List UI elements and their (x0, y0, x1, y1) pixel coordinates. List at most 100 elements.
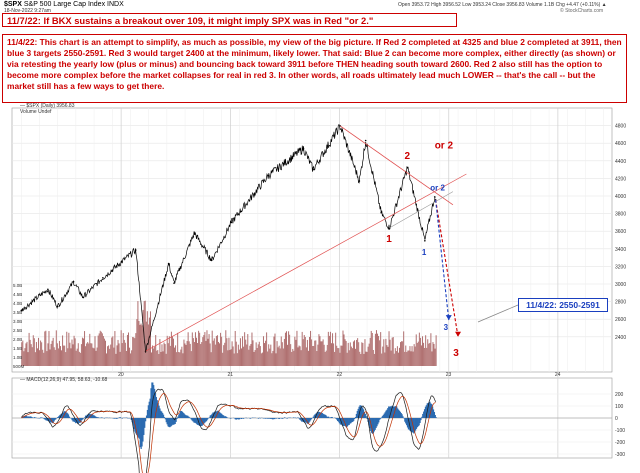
macd-histogram-bar (65, 411, 67, 418)
volume-bar (180, 349, 182, 366)
macd-histogram-bar (358, 406, 360, 418)
macd-histogram-bar (352, 418, 354, 422)
macd-histogram-bar (148, 401, 150, 418)
volume-legend: Volume Undef (20, 109, 52, 115)
volume-bar (232, 346, 234, 366)
volume-bar (207, 338, 209, 366)
volume-bar (415, 334, 417, 366)
macd-histogram-bar (132, 418, 134, 426)
macd-histogram-bar (393, 406, 395, 418)
macd-histogram-bar (57, 417, 59, 418)
volume-bar (67, 348, 69, 366)
macd-histogram-bar (394, 406, 396, 418)
macd-histogram-bar (156, 400, 158, 418)
macd-histogram-bar (360, 405, 362, 418)
macd-histogram-bar (136, 418, 139, 437)
price-point (193, 232, 196, 234)
volume-bar (417, 341, 419, 366)
macd-histogram-bar (362, 407, 364, 418)
volume-bar (190, 351, 192, 366)
volume-bar (119, 351, 121, 366)
macd-histogram-bar (33, 417, 36, 418)
volume-bar (350, 346, 352, 366)
macd-histogram-bar (371, 418, 373, 433)
volume-bar (206, 330, 208, 366)
macd-histogram-bar (31, 417, 33, 418)
volume-bar (276, 341, 278, 366)
volume-bar (132, 337, 134, 366)
volume-bar (69, 342, 71, 366)
macd-histogram-bar (239, 418, 241, 420)
macd-histogram-bar (297, 417, 299, 418)
volume-bar (238, 349, 240, 366)
volume-bar (311, 339, 313, 366)
macd-histogram-bar (81, 418, 83, 421)
volume-bar (114, 331, 116, 366)
macd-histogram-bar (423, 411, 425, 418)
macd-histogram-bar (318, 411, 320, 418)
volume-bar (25, 343, 27, 366)
volume-bar (222, 352, 224, 366)
volume-bar (192, 338, 194, 366)
volume-bar (223, 345, 225, 366)
price-point (72, 281, 75, 283)
macd-histogram-bar (202, 418, 204, 425)
macd-histogram-bar (326, 416, 328, 418)
volume-bar (354, 340, 356, 366)
macd-histogram-bar (160, 410, 162, 418)
volume-bar (214, 344, 216, 366)
macd-histogram-bar (267, 418, 270, 419)
macd-histogram-bar (325, 415, 327, 418)
macd-histogram-bar (55, 418, 57, 420)
macd-histogram-bar (381, 416, 384, 418)
macd-histogram-bar (186, 415, 188, 418)
volume-bar (407, 350, 409, 366)
volume-bar (51, 340, 53, 366)
volume-bar (181, 346, 183, 366)
volume-bar (199, 332, 201, 366)
volume-bar (242, 336, 244, 366)
macd-histogram-bar (314, 414, 316, 418)
macd-histogram-bar (140, 418, 142, 450)
macd-histogram-bar (74, 418, 76, 423)
macd-histogram-bar (166, 418, 168, 425)
volume-bar (277, 347, 279, 366)
volume-bar (53, 347, 55, 366)
macd-histogram-bar (46, 418, 48, 421)
macd-histogram-bar (191, 418, 193, 421)
volume-bar (255, 342, 257, 366)
macd-histogram-bar (357, 408, 359, 418)
volume-bar (422, 336, 424, 366)
macd-histogram-bar (361, 405, 363, 418)
macd-histogram-bar (221, 413, 223, 418)
volume-bar (247, 334, 249, 366)
macd-histogram-bar (339, 418, 341, 425)
volume-bar (107, 346, 109, 366)
volume-bar (367, 346, 369, 366)
macd-histogram-bar (52, 418, 54, 423)
volume-bar (347, 342, 349, 366)
macd-histogram-bar (424, 406, 427, 418)
volume-bar (412, 351, 414, 366)
macd-histogram-bar (336, 418, 338, 420)
volume-bar (66, 331, 68, 366)
macd-histogram-bar (373, 418, 375, 432)
macd-histogram-bar (220, 413, 222, 418)
price-tick-label: 2600 (615, 317, 626, 323)
macd-histogram-bar (383, 413, 385, 418)
volume-bar (152, 345, 154, 366)
volume-bar (130, 353, 132, 366)
volume-bar (109, 348, 111, 366)
volume-bar (68, 332, 70, 366)
macd-histogram-bar (97, 417, 99, 418)
volume-bar (291, 351, 293, 366)
volume-bar (411, 346, 413, 366)
volume-bar (256, 347, 258, 366)
volume-bar (43, 352, 45, 366)
volume-bar (429, 342, 431, 366)
macd-histogram-bar (175, 418, 177, 422)
volume-bar (90, 343, 92, 366)
volume-bar (373, 353, 375, 366)
volume-bar (305, 347, 307, 366)
macd-histogram-bar (158, 405, 160, 418)
